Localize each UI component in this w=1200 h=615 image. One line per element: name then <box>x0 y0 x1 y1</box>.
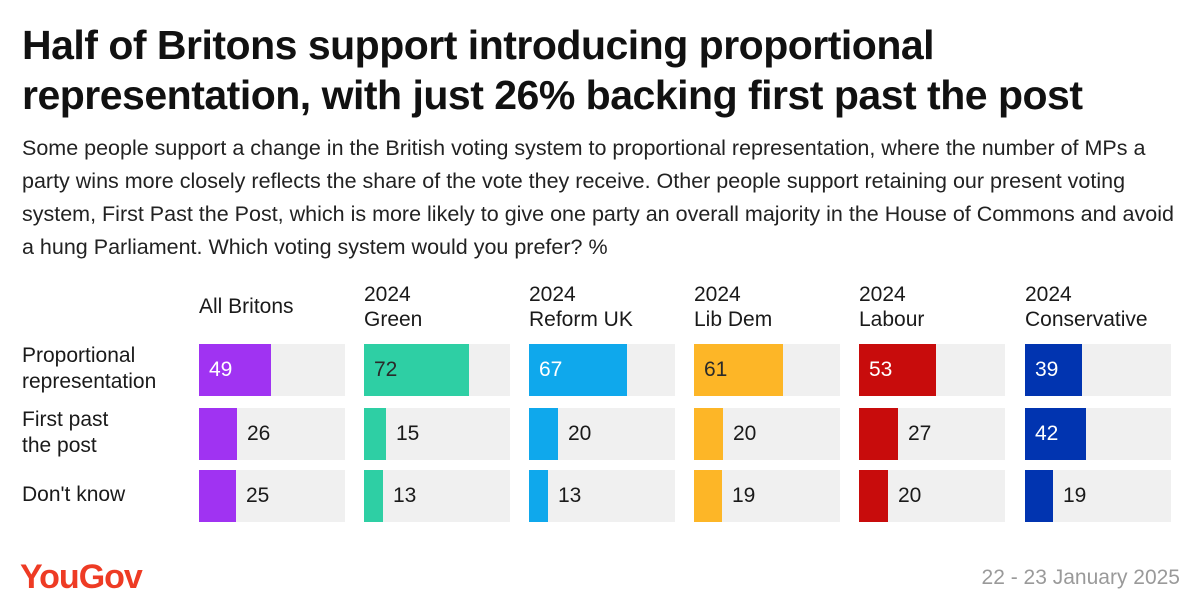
bar-2024-green-proportional-representation <box>364 344 469 396</box>
column-header-2024-lib-dem: 2024 Lib Dem <box>694 283 773 331</box>
bar-track: 53 <box>859 344 1005 396</box>
bar-all-britons-first-past-the-post <box>199 408 237 460</box>
value-label: 25 <box>246 484 270 507</box>
bar-2024-reform-uk-don-t-know <box>529 470 548 522</box>
bar-2024-lib-dem-don-t-know <box>694 470 722 522</box>
row-label-don-t-know: Don't know <box>22 483 126 506</box>
value-label: 72 <box>374 358 398 381</box>
row-label-proportional-representation: Proportional representation <box>22 344 157 393</box>
chart-title: Half of Britons support introducing prop… <box>22 22 1083 118</box>
bar-2024-green-don-t-know <box>364 470 383 522</box>
bar-2024-labour-don-t-know <box>859 470 888 522</box>
value-label: 19 <box>732 484 756 507</box>
yougov-logo: YouGov <box>20 558 143 596</box>
value-label: 27 <box>908 422 932 445</box>
bar-track: 25 <box>199 470 345 522</box>
bar-all-britons-don-t-know <box>199 470 236 522</box>
bar-2024-conservative-don-t-know <box>1025 470 1053 522</box>
bar-2024-conservative-first-past-the-post <box>1025 408 1086 460</box>
bar-track: 49 <box>199 344 345 396</box>
bar-2024-reform-uk-first-past-the-post <box>529 408 558 460</box>
bar-2024-labour-first-past-the-post <box>859 408 898 460</box>
value-label: 15 <box>396 422 420 445</box>
bar-track: 13 <box>364 470 510 522</box>
row-label-first-past-the-post: First past the post <box>22 408 109 457</box>
bar-track: 26 <box>199 408 345 460</box>
bar-track: 15 <box>364 408 510 460</box>
value-label: 13 <box>393 484 417 507</box>
bar-track: 19 <box>694 470 840 522</box>
value-label: 20 <box>733 422 757 445</box>
column-header-2024-labour: 2024 Labour <box>859 283 925 331</box>
bar-track: 67 <box>529 344 675 396</box>
column-header-2024-green: 2024 Green <box>364 283 423 331</box>
value-label: 13 <box>558 484 582 507</box>
bar-track: 42 <box>1025 408 1171 460</box>
bar-track: 13 <box>529 470 675 522</box>
bar-2024-labour-proportional-representation <box>859 344 936 396</box>
survey-date: 22 - 23 January 2025 <box>981 566 1180 589</box>
value-label: 49 <box>209 358 233 381</box>
value-label: 42 <box>1035 422 1059 445</box>
bar-2024-lib-dem-first-past-the-post <box>694 408 723 460</box>
bar-track: 27 <box>859 408 1005 460</box>
value-label: 61 <box>704 358 728 381</box>
bar-2024-conservative-proportional-representation <box>1025 344 1082 396</box>
bar-track: 39 <box>1025 344 1171 396</box>
bar-2024-green-first-past-the-post <box>364 408 386 460</box>
bar-track: 20 <box>859 470 1005 522</box>
column-header-all-britons: All Britons <box>199 295 294 318</box>
bar-all-britons-proportional-representation <box>199 344 271 396</box>
value-label: 53 <box>869 358 893 381</box>
chart-subtitle: Some people support a change in the Brit… <box>22 136 1174 259</box>
value-label: 67 <box>539 358 563 381</box>
bar-track: 20 <box>694 408 840 460</box>
column-header-2024-reform-uk: 2024 Reform UK <box>529 283 633 331</box>
bar-2024-reform-uk-proportional-representation <box>529 344 627 396</box>
bar-track: 61 <box>694 344 840 396</box>
value-label: 39 <box>1035 358 1059 381</box>
value-label: 26 <box>247 422 271 445</box>
column-header-2024-conservative: 2024 Conservative <box>1025 283 1148 331</box>
bar-track: 72 <box>364 344 510 396</box>
bar-2024-lib-dem-proportional-representation <box>694 344 783 396</box>
bar-track: 19 <box>1025 470 1171 522</box>
value-label: 20 <box>898 484 922 507</box>
value-label: 20 <box>568 422 592 445</box>
bar-track: 20 <box>529 408 675 460</box>
value-label: 19 <box>1063 484 1087 507</box>
